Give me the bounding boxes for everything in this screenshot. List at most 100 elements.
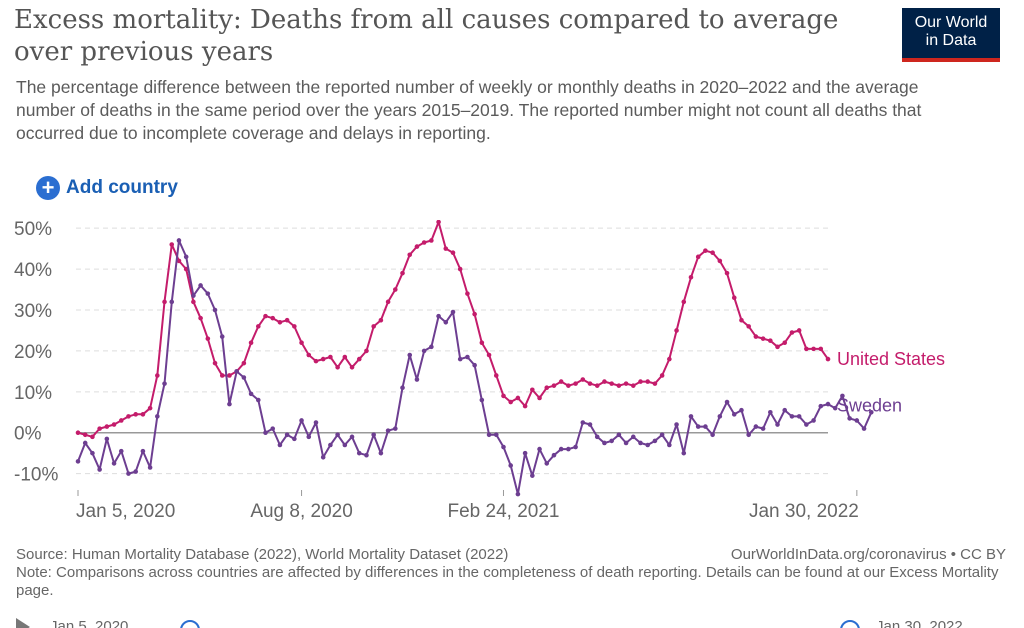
- x-tick-label: Aug 8, 2020: [250, 501, 352, 522]
- x-axis: Jan 5, 2020 Aug 8, 2020 Feb 24, 2021 Jan 30…: [76, 490, 859, 522]
- owid-logo[interactable]: Our World in Data: [902, 8, 1000, 62]
- data-point-sweden: [183, 254, 189, 260]
- data-point-sweden: [443, 319, 449, 325]
- data-point-sweden: [414, 377, 420, 382]
- data-point-united-states: [133, 412, 138, 417]
- data-point-united-states: [681, 299, 687, 305]
- data-point-sweden: [126, 471, 131, 476]
- data-point-sweden: [796, 414, 802, 419]
- data-point-united-states: [768, 338, 773, 343]
- data-point-united-states: [760, 336, 766, 341]
- data-point-united-states: [522, 403, 528, 409]
- data-point-sweden: [854, 418, 860, 423]
- data-point-united-states: [393, 287, 398, 292]
- data-point-sweden: [133, 469, 138, 474]
- logo-line-2: in Data: [925, 32, 977, 49]
- data-point-united-states: [551, 383, 557, 388]
- data-point-united-states: [414, 244, 420, 249]
- data-point-sweden: [717, 414, 723, 419]
- data-point-united-states: [191, 299, 196, 305]
- data-point-united-states: [710, 250, 715, 256]
- data-point-united-states: [688, 274, 694, 280]
- data-point-sweden: [450, 309, 456, 315]
- note-text: Note: Comparisons across countries are a…: [16, 564, 999, 599]
- data-point-sweden: [436, 313, 441, 319]
- data-point-united-states: [695, 254, 701, 260]
- data-point-sweden: [667, 442, 672, 448]
- data-point-sweden: [212, 307, 218, 313]
- data-point-sweden: [746, 432, 751, 438]
- data-point-sweden: [486, 432, 492, 438]
- source-url-link[interactable]: OurWorldInData.org/coronavirus • CC BY: [730, 546, 1006, 563]
- x-tick-label: Feb 24, 2021: [447, 501, 559, 522]
- data-point-sweden: [652, 438, 658, 444]
- series-lines: [75, 220, 874, 497]
- data-point-sweden: [609, 438, 614, 444]
- data-point-united-states: [566, 383, 571, 388]
- data-point-sweden: [811, 418, 816, 423]
- data-point-sweden: [328, 442, 333, 448]
- data-point-united-states: [652, 381, 658, 386]
- data-point-sweden: [818, 403, 824, 409]
- data-point-sweden: [868, 409, 874, 415]
- data-point-sweden: [832, 405, 838, 411]
- data-point-sweden: [313, 420, 319, 425]
- data-point-united-states: [429, 238, 434, 243]
- data-point-united-states: [255, 324, 261, 329]
- data-point-sweden: [364, 452, 369, 458]
- data-point-united-states: [104, 424, 110, 429]
- data-point-sweden: [580, 420, 586, 425]
- data-point-united-states: [284, 317, 290, 323]
- y-tick-label: -10%: [14, 465, 58, 486]
- data-point-sweden: [335, 432, 340, 438]
- data-point-sweden: [789, 414, 795, 419]
- data-point-sweden: [472, 362, 477, 368]
- data-point-sweden: [825, 401, 831, 407]
- data-point-united-states: [82, 432, 88, 438]
- data-point-united-states: [111, 422, 117, 427]
- data-point-united-states: [703, 248, 708, 253]
- data-point-sweden: [320, 454, 326, 460]
- data-point-sweden: [616, 432, 622, 438]
- add-country-button[interactable]: + Add country: [36, 175, 178, 201]
- data-point-united-states: [825, 356, 831, 362]
- timeline-end-handle[interactable]: [840, 620, 860, 628]
- data-point-united-states: [457, 266, 463, 272]
- data-point-united-states: [155, 373, 160, 378]
- data-point-sweden: [703, 424, 708, 429]
- data-point-united-states: [147, 405, 153, 411]
- data-point-sweden: [659, 432, 665, 438]
- data-point-united-states: [443, 246, 449, 251]
- data-point-united-states: [277, 319, 283, 325]
- timeline-end-label: Jan 30, 2022: [876, 618, 963, 628]
- data-point-sweden: [118, 448, 124, 454]
- data-point-united-states: [796, 328, 802, 333]
- data-point-sweden: [234, 369, 239, 374]
- data-point-sweden: [284, 432, 290, 438]
- data-point-sweden: [421, 348, 427, 354]
- data-point-sweden: [104, 436, 110, 442]
- data-point-united-states: [724, 270, 730, 276]
- data-point-sweden: [407, 352, 413, 358]
- data-point-sweden: [75, 459, 81, 464]
- play-icon[interactable]: [16, 618, 30, 628]
- data-point-sweden: [227, 401, 232, 407]
- data-point-united-states: [248, 340, 254, 346]
- data-point-united-states: [674, 328, 679, 333]
- series-labels: United States Sweden: [837, 349, 945, 415]
- data-point-united-states: [335, 364, 340, 370]
- data-point-sweden: [638, 440, 643, 446]
- data-point-sweden: [537, 446, 542, 452]
- data-point-united-states: [400, 270, 405, 276]
- data-point-united-states: [450, 250, 456, 256]
- data-point-united-states: [638, 379, 643, 384]
- grid-lines: [76, 227, 828, 475]
- timeline-start-handle[interactable]: [180, 620, 200, 628]
- data-point-sweden: [768, 409, 773, 415]
- y-tick-label: 50%: [14, 220, 52, 240]
- data-point-united-states: [97, 426, 102, 431]
- data-point-sweden: [623, 440, 629, 446]
- data-point-sweden: [277, 442, 283, 448]
- line-chart[interactable]: -10% 0% 10% 20% 30% 40% 50% Jan 5, 2020 Aug 8, …: [0, 220, 1024, 530]
- data-point-united-states: [227, 373, 232, 378]
